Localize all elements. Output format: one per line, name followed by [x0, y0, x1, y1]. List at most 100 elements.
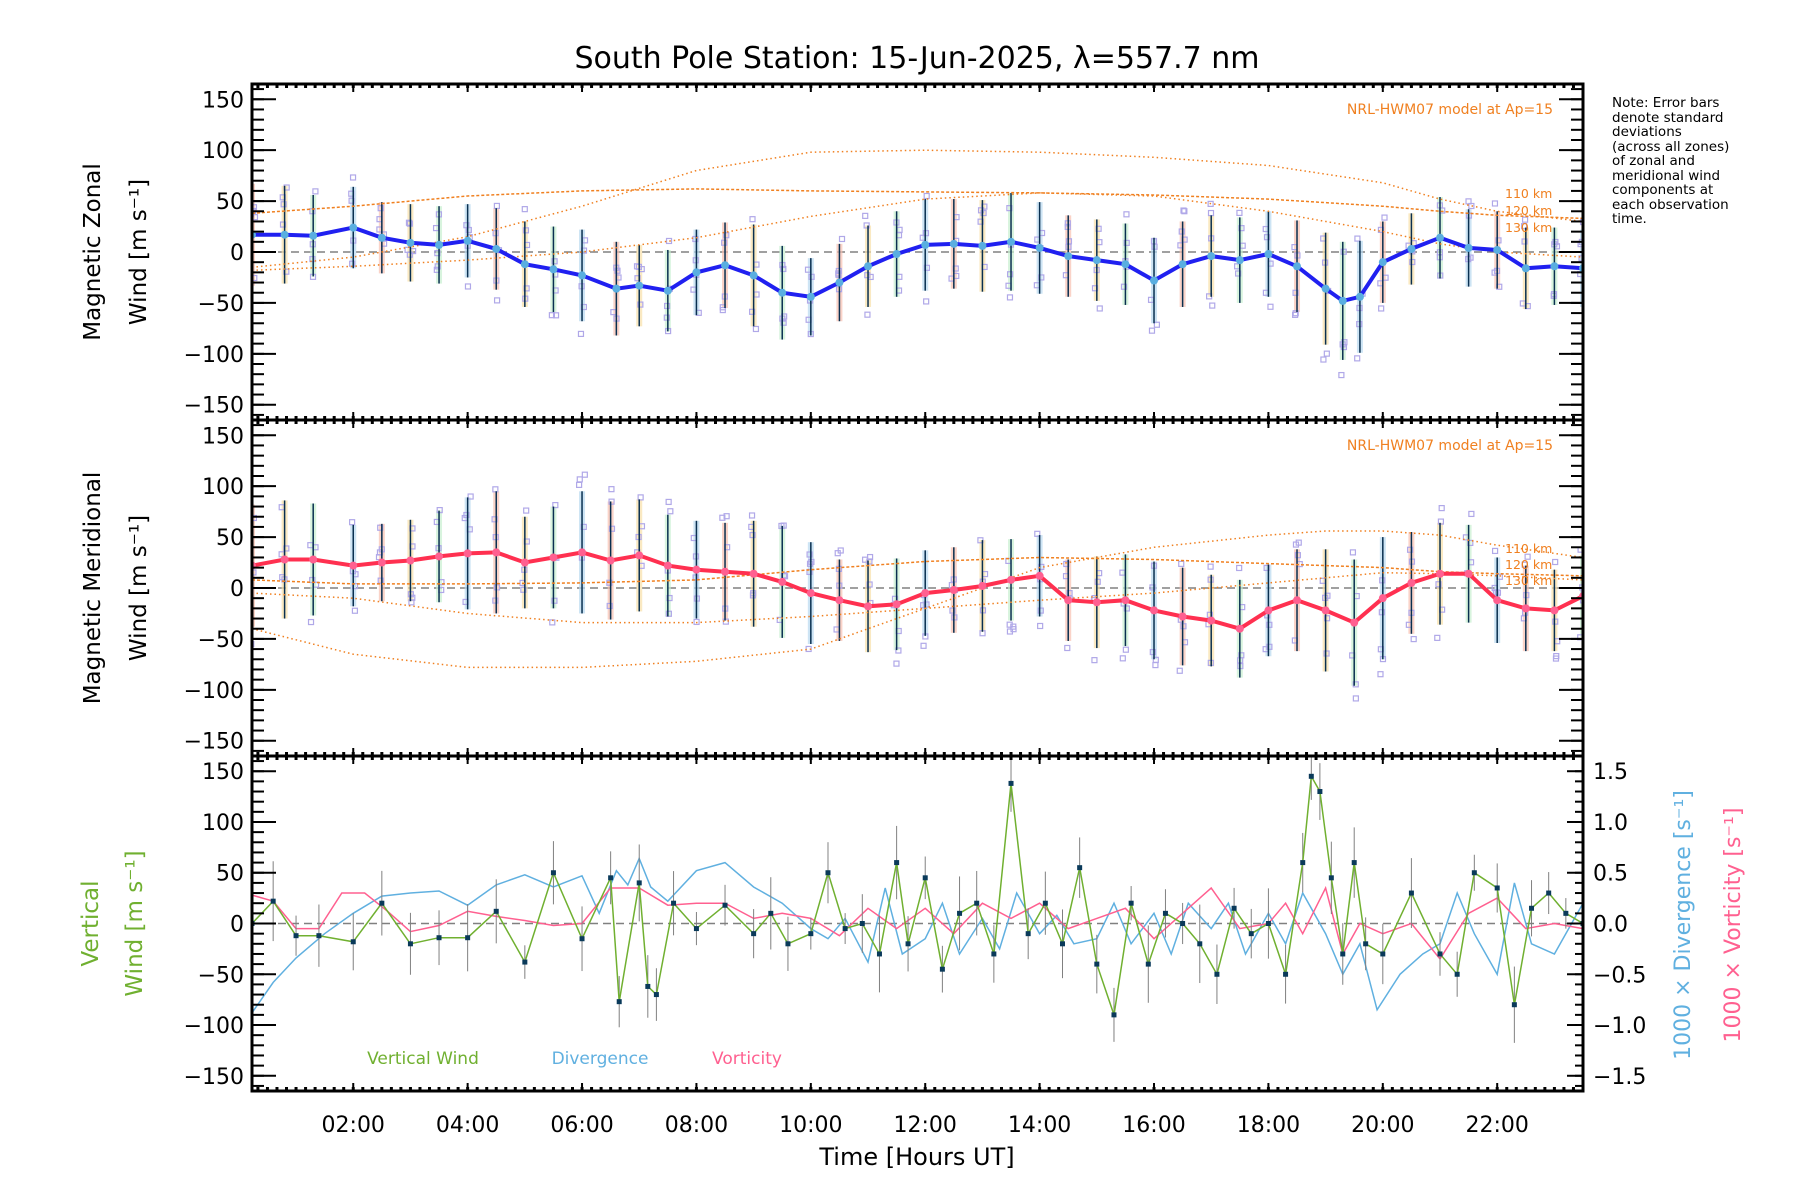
x-minor-tick-top — [1257, 421, 1261, 424]
x-minor-tick-top — [799, 421, 803, 424]
x-minor-tick — [1505, 416, 1509, 419]
x-minor-tick-top — [876, 757, 880, 760]
x-minor-tick-top — [1476, 421, 1480, 424]
x-minor-tick — [1104, 752, 1108, 755]
x-minor-tick-top — [571, 421, 575, 424]
x-minor-tick-top — [1171, 421, 1175, 424]
x-minor-tick-top — [980, 85, 984, 88]
x-minor-tick-top — [847, 421, 851, 424]
x-minor-tick — [1381, 416, 1385, 419]
vertical-wind-point — [522, 959, 528, 965]
mean-point — [1407, 578, 1416, 587]
x-minor-tick — [599, 416, 603, 419]
x-minor-tick-top — [1276, 85, 1280, 88]
x-minor-tick — [294, 752, 298, 755]
y-tick-label: −50 — [198, 292, 244, 317]
x-minor-tick — [437, 752, 441, 755]
zone-point — [606, 602, 613, 610]
x-minor-tick — [847, 1087, 851, 1090]
x-minor-tick-top — [389, 85, 393, 88]
x-minor-tick-top — [323, 757, 327, 760]
x-minor-tick — [275, 416, 279, 419]
x-minor-tick-top — [1057, 757, 1061, 760]
x-minor-tick-top — [532, 757, 536, 760]
x-minor-tick — [647, 752, 651, 755]
zone-point — [780, 319, 787, 326]
x-minor-tick-top — [285, 757, 289, 760]
x-minor-tick — [876, 1087, 880, 1090]
x-tick-label: 18:00 — [1237, 1113, 1300, 1138]
x-minor-tick — [1533, 752, 1537, 755]
mean-point — [778, 577, 787, 586]
x-minor-tick-top — [723, 421, 727, 424]
mean-point — [520, 260, 529, 269]
x-minor-tick-top — [332, 85, 336, 88]
x-minor-tick-top — [342, 757, 346, 760]
zone-point — [1354, 235, 1361, 242]
x-minor-tick — [399, 752, 403, 755]
zone-point — [1123, 239, 1130, 247]
x-minor-tick — [942, 1087, 946, 1090]
vertical-wind-point — [1094, 961, 1100, 967]
x-minor-tick — [466, 752, 470, 755]
x-minor-tick-top — [1495, 85, 1499, 88]
x-minor-tick-top — [523, 85, 527, 88]
vertical-wind-point — [1128, 900, 1134, 906]
x-minor-tick — [923, 752, 927, 755]
zone-point — [1006, 294, 1014, 301]
x-tick-label: 06:00 — [550, 1113, 613, 1138]
x-minor-tick-top — [1514, 421, 1518, 424]
vertical-wind-point — [1231, 905, 1237, 911]
vertical-wind-point — [1265, 921, 1271, 926]
x-minor-tick — [1457, 1087, 1461, 1090]
x-minor-tick — [1324, 752, 1328, 755]
x-minor-tick — [1038, 752, 1042, 755]
mean-point — [1064, 596, 1073, 605]
x-minor-tick — [837, 752, 841, 755]
x-minor-tick — [656, 752, 660, 755]
x-minor-tick — [1095, 416, 1099, 419]
zone-point — [434, 250, 441, 257]
x-minor-tick — [1400, 1087, 1404, 1090]
x-minor-tick-top — [1428, 757, 1432, 760]
x-minor-tick-top — [866, 421, 870, 424]
x-minor-tick-top — [1457, 421, 1461, 424]
x-minor-tick — [1505, 752, 1509, 755]
zone-point — [405, 219, 413, 226]
zone-point — [1178, 560, 1185, 567]
x-minor-tick — [389, 752, 393, 755]
x-minor-tick — [1257, 752, 1261, 755]
x-minor-tick-top — [447, 421, 451, 424]
zone-point — [923, 192, 930, 200]
vertical-wind-point — [1008, 780, 1014, 786]
y-tick-label: 100 — [202, 139, 244, 164]
model-altitude-label: 130 km — [1505, 220, 1552, 235]
vertical-wind-point — [751, 931, 757, 937]
x-minor-tick — [294, 1087, 298, 1090]
x-minor-tick-top — [1076, 85, 1080, 88]
x-minor-tick — [1285, 752, 1289, 755]
vertical-wind-point — [894, 860, 900, 866]
zone-point — [1152, 656, 1159, 663]
vertical-wind-point — [859, 921, 865, 926]
zone-point — [493, 202, 500, 210]
x-minor-tick — [1524, 416, 1528, 419]
x-minor-tick — [1181, 752, 1185, 755]
x-minor-tick — [304, 416, 308, 419]
mean-point — [692, 565, 701, 574]
mean-point — [1207, 252, 1216, 261]
legend-divergence: Divergence — [552, 1049, 649, 1069]
vertical-wind-point — [608, 875, 614, 881]
x-minor-tick-top — [256, 757, 260, 760]
x-minor-tick — [771, 1087, 775, 1090]
vertical-wind-point — [1546, 890, 1552, 896]
x-minor-tick — [361, 752, 365, 755]
mean-point — [1064, 252, 1073, 261]
x-minor-tick — [618, 1087, 622, 1090]
x-minor-tick — [694, 1087, 698, 1090]
x-minor-tick-top — [1057, 421, 1061, 424]
x-minor-tick-top — [313, 757, 317, 760]
mean-point — [778, 288, 787, 297]
x-minor-tick — [1333, 1087, 1337, 1090]
zone-point — [1352, 695, 1359, 702]
